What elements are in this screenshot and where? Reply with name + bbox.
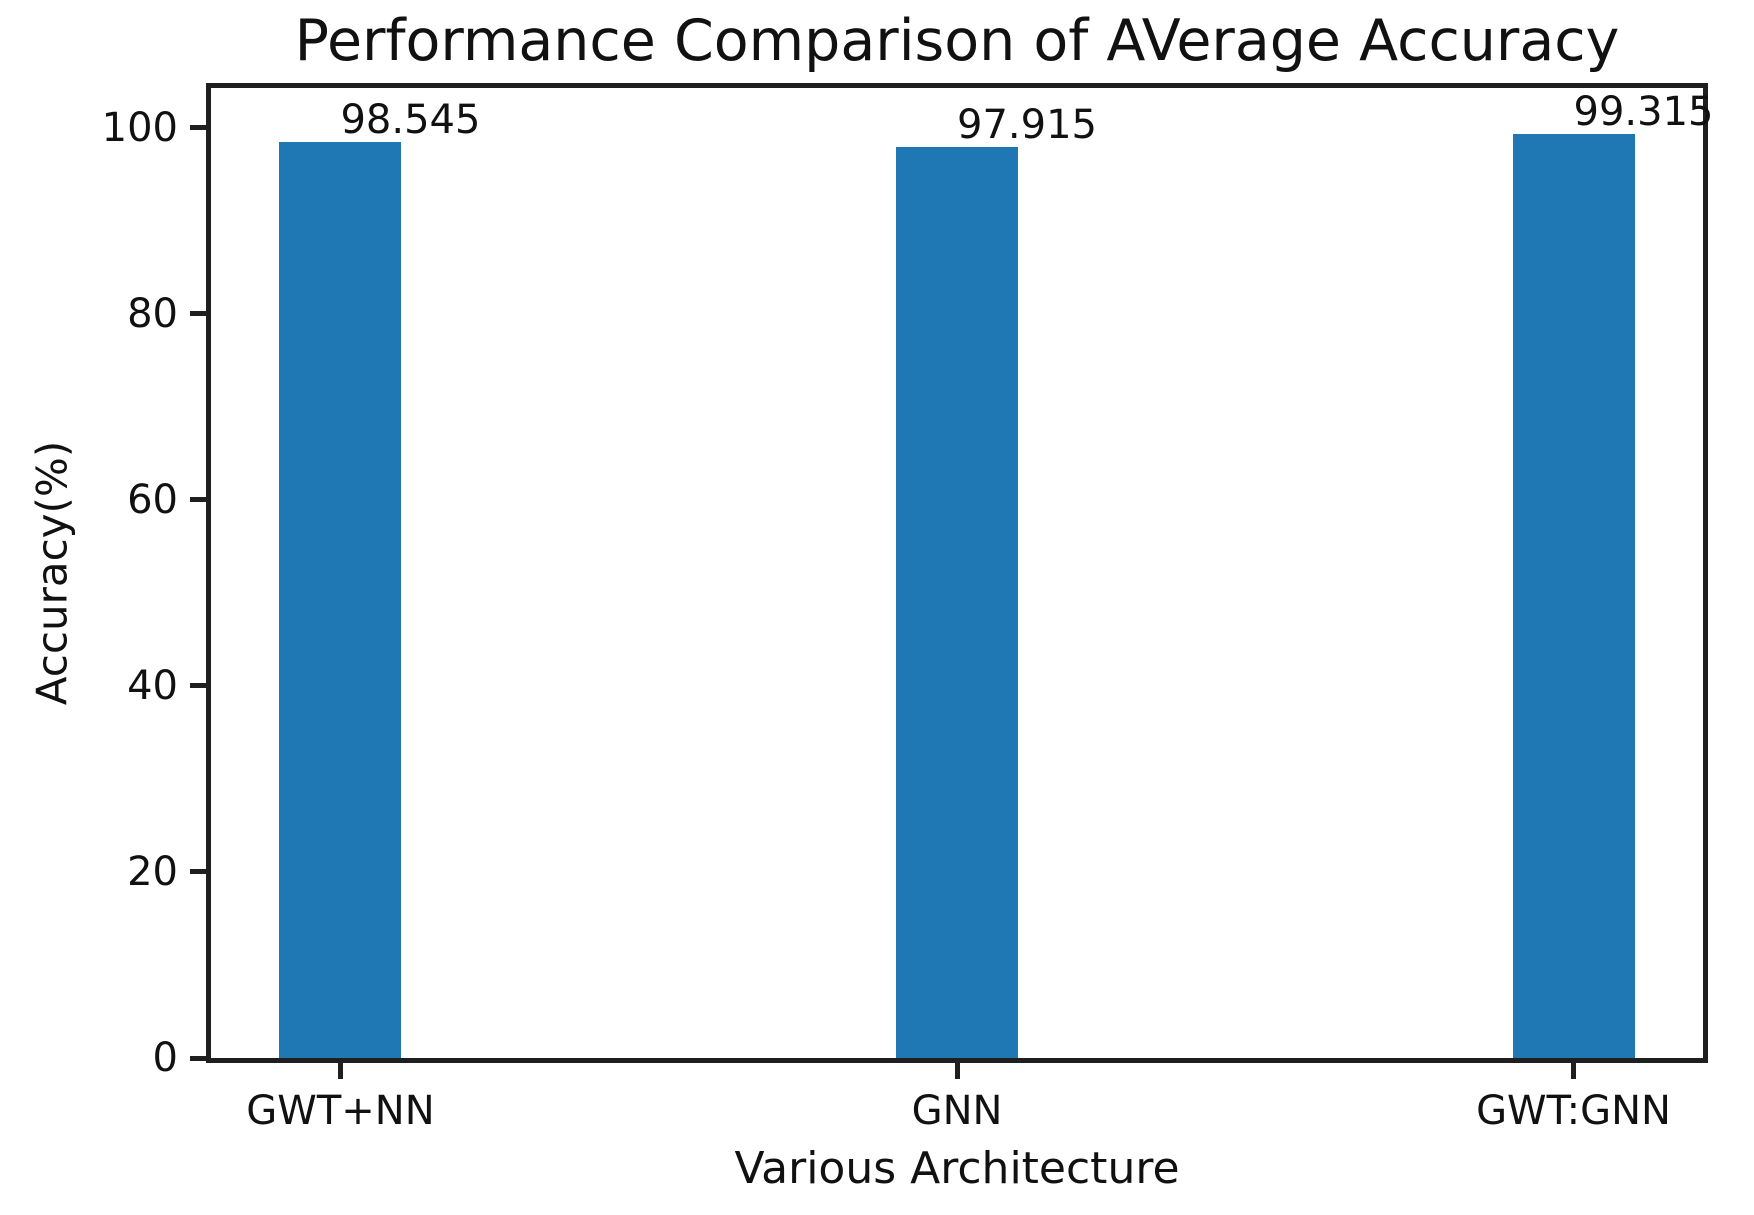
x-tick-label-2: GWT:GNN — [1476, 1088, 1671, 1134]
x-tick-2 — [1571, 1063, 1577, 1079]
bar-value-label-0: 98.545 — [340, 96, 481, 143]
y-tick-label-60: 60 — [127, 476, 178, 523]
y-tick-40 — [190, 683, 206, 689]
chart-title: Performance Comparison of AVerage Accura… — [294, 8, 1620, 74]
y-tick-60 — [190, 497, 206, 503]
x-tick-0 — [337, 1063, 343, 1079]
x-tick-label-1: GNN — [911, 1088, 1003, 1134]
y-tick-label-40: 40 — [127, 662, 178, 709]
x-tick-1 — [954, 1063, 960, 1079]
y-tick-0 — [190, 1055, 206, 1061]
y-tick-20 — [190, 869, 206, 875]
bar-GWT+NN — [279, 141, 402, 1058]
y-tick-100 — [190, 125, 206, 131]
y-tick-label-80: 80 — [127, 290, 178, 337]
bar-value-label-2: 99.315 — [1573, 89, 1714, 136]
x-tick-label-0: GWT+NN — [246, 1088, 435, 1134]
y-tick-label-0: 0 — [152, 1035, 178, 1081]
y-tick-label-100: 100 — [101, 104, 178, 151]
bar-value-label-1: 97.915 — [957, 102, 1097, 149]
bar-GWT:GNN — [1512, 134, 1635, 1058]
y-tick-label-20: 20 — [127, 848, 178, 895]
y-tick-80 — [190, 311, 206, 317]
x-axis-label: Various Architecture — [734, 1143, 1180, 1194]
bar-GNN — [896, 147, 1018, 1058]
